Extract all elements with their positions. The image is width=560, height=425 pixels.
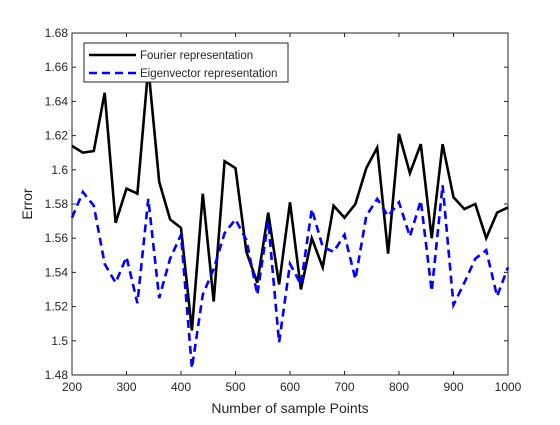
series-layer [70,67,510,369]
y-tick-label: 1.62 [45,129,69,143]
x-tick-label: 500 [225,380,245,394]
y-axis-label: Error [19,188,35,219]
y-axis-ticks: 1.48 1.5 1.52 1.54 1.56 1.58 1.6 1.62 1.64 1.66 1.… [45,26,508,382]
y-tick-label: 1.68 [45,26,69,40]
y-tick-label: 1.48 [45,368,69,382]
y-tick-label: 1.52 [45,300,69,314]
x-tick-label: 800 [389,380,409,394]
y-tick-label: 1.56 [45,231,69,245]
legend-box [83,42,289,83]
y-tick-label: 1.5 [51,334,68,348]
legend-label-eigenvector: Eigenvector representation [140,68,277,80]
y-tick-label: 1.64 [45,94,69,108]
y-tick-label: 1.6 [51,163,68,177]
x-tick-label: 200 [62,380,82,394]
x-tick-label: 900 [443,380,463,394]
x-tick-label: 400 [171,380,191,394]
y-tick-label: 1.58 [45,197,69,211]
x-tick-label: 300 [116,380,136,394]
series-line-eigenvector [70,185,510,369]
legend: Fourier representation Eigenvector repre… [83,42,289,83]
y-tick-label: 1.66 [45,60,69,74]
y-tick-label: 1.54 [45,265,69,279]
legend-label-fourier: Fourier representation [140,50,253,62]
x-tick-label: 700 [334,380,354,394]
series-line-fourier [71,67,509,331]
x-tick-label: 600 [280,380,300,394]
x-tick-label: 1000 [495,380,522,394]
x-axis-label: Number of sample Points [211,400,368,416]
x-axis-ticks: 200 300 400 500 600 700 800 900 1000 [62,33,522,394]
